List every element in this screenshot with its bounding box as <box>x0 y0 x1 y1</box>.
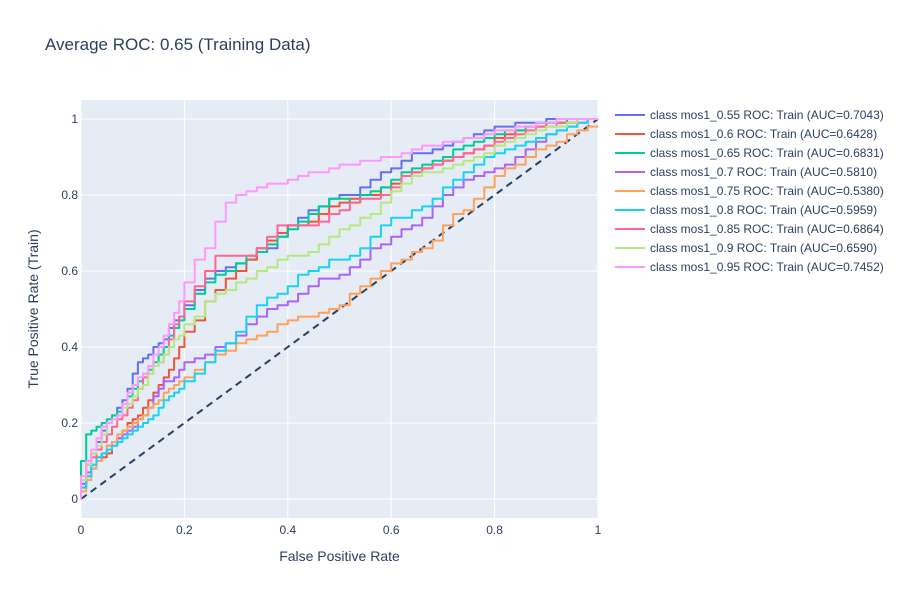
x-tick-label: 0 <box>78 523 85 537</box>
x-tick-label: 0.4 <box>279 523 296 537</box>
legend-label: class mos1_0.95 ROC: Train (AUC=0.7452) <box>650 260 884 274</box>
tick-layer: 0 0.2 0.4 0.6 0.8 1 0 0.2 0.4 0.6 0.8 1 <box>61 112 601 537</box>
legend: class mos1_0.55 ROC: Train (AUC=0.7043) c… <box>615 108 884 274</box>
y-tick-label: 0.6 <box>61 264 78 278</box>
chart-title: Average ROC: 0.65 (Training Data) <box>45 35 311 54</box>
chance-reference-line <box>80 118 599 500</box>
x-tick-label: 0.6 <box>383 523 400 537</box>
y-tick-label: 0.4 <box>61 340 78 354</box>
x-axis-label: False Positive Rate <box>279 548 400 564</box>
legend-item[interactable]: class mos1_0.7 ROC: Train (AUC=0.5810) <box>615 165 877 179</box>
y-tick-label: 0.2 <box>61 416 78 430</box>
roc-line-series-9 <box>80 118 598 499</box>
x-tick-label: 0.8 <box>486 523 503 537</box>
legend-label: class mos1_0.9 ROC: Train (AUC=0.6590) <box>650 241 877 255</box>
legend-item[interactable]: class mos1_0.9 ROC: Train (AUC=0.6590) <box>615 241 877 255</box>
legend-label: class mos1_0.85 ROC: Train (AUC=0.6864) <box>650 222 884 236</box>
y-tick-label: 1 <box>71 112 78 126</box>
legend-label: class mos1_0.65 ROC: Train (AUC=0.6831) <box>650 146 884 160</box>
roc-line-series-6 <box>80 118 598 499</box>
legend-item[interactable]: class mos1_0.8 ROC: Train (AUC=0.5959) <box>615 203 877 217</box>
y-axis-label: True Positive Rate (Train) <box>25 229 41 388</box>
roc-line-series-4 <box>80 118 598 499</box>
roc-line-series-5 <box>80 125 598 499</box>
legend-item[interactable]: class mos1_0.85 ROC: Train (AUC=0.6864) <box>615 222 884 236</box>
legend-item[interactable]: class mos1_0.95 ROC: Train (AUC=0.7452) <box>615 260 884 274</box>
x-tick-label: 0.2 <box>176 523 193 537</box>
legend-label: class mos1_0.55 ROC: Train (AUC=0.7043) <box>650 108 884 122</box>
y-tick-label: 0.8 <box>61 188 78 202</box>
roc-line-series-8 <box>80 118 598 499</box>
y-tick-label: 0 <box>71 492 78 506</box>
series-layer <box>80 118 598 499</box>
legend-item[interactable]: class mos1_0.75 ROC: Train (AUC=0.5380) <box>615 184 884 198</box>
legend-label: class mos1_0.6 ROC: Train (AUC=0.6428) <box>650 127 877 141</box>
roc-line-series-7 <box>80 118 598 499</box>
x-tick-label: 1 <box>595 523 602 537</box>
legend-label: class mos1_0.8 ROC: Train (AUC=0.5959) <box>650 203 877 217</box>
legend-item[interactable]: class mos1_0.65 ROC: Train (AUC=0.6831) <box>615 146 884 160</box>
legend-label: class mos1_0.75 ROC: Train (AUC=0.5380) <box>650 184 884 198</box>
legend-item[interactable]: class mos1_0.6 ROC: Train (AUC=0.6428) <box>615 127 877 141</box>
reference-layer <box>80 118 599 500</box>
legend-label: class mos1_0.7 ROC: Train (AUC=0.5810) <box>650 165 877 179</box>
legend-item[interactable]: class mos1_0.55 ROC: Train (AUC=0.7043) <box>615 108 884 122</box>
